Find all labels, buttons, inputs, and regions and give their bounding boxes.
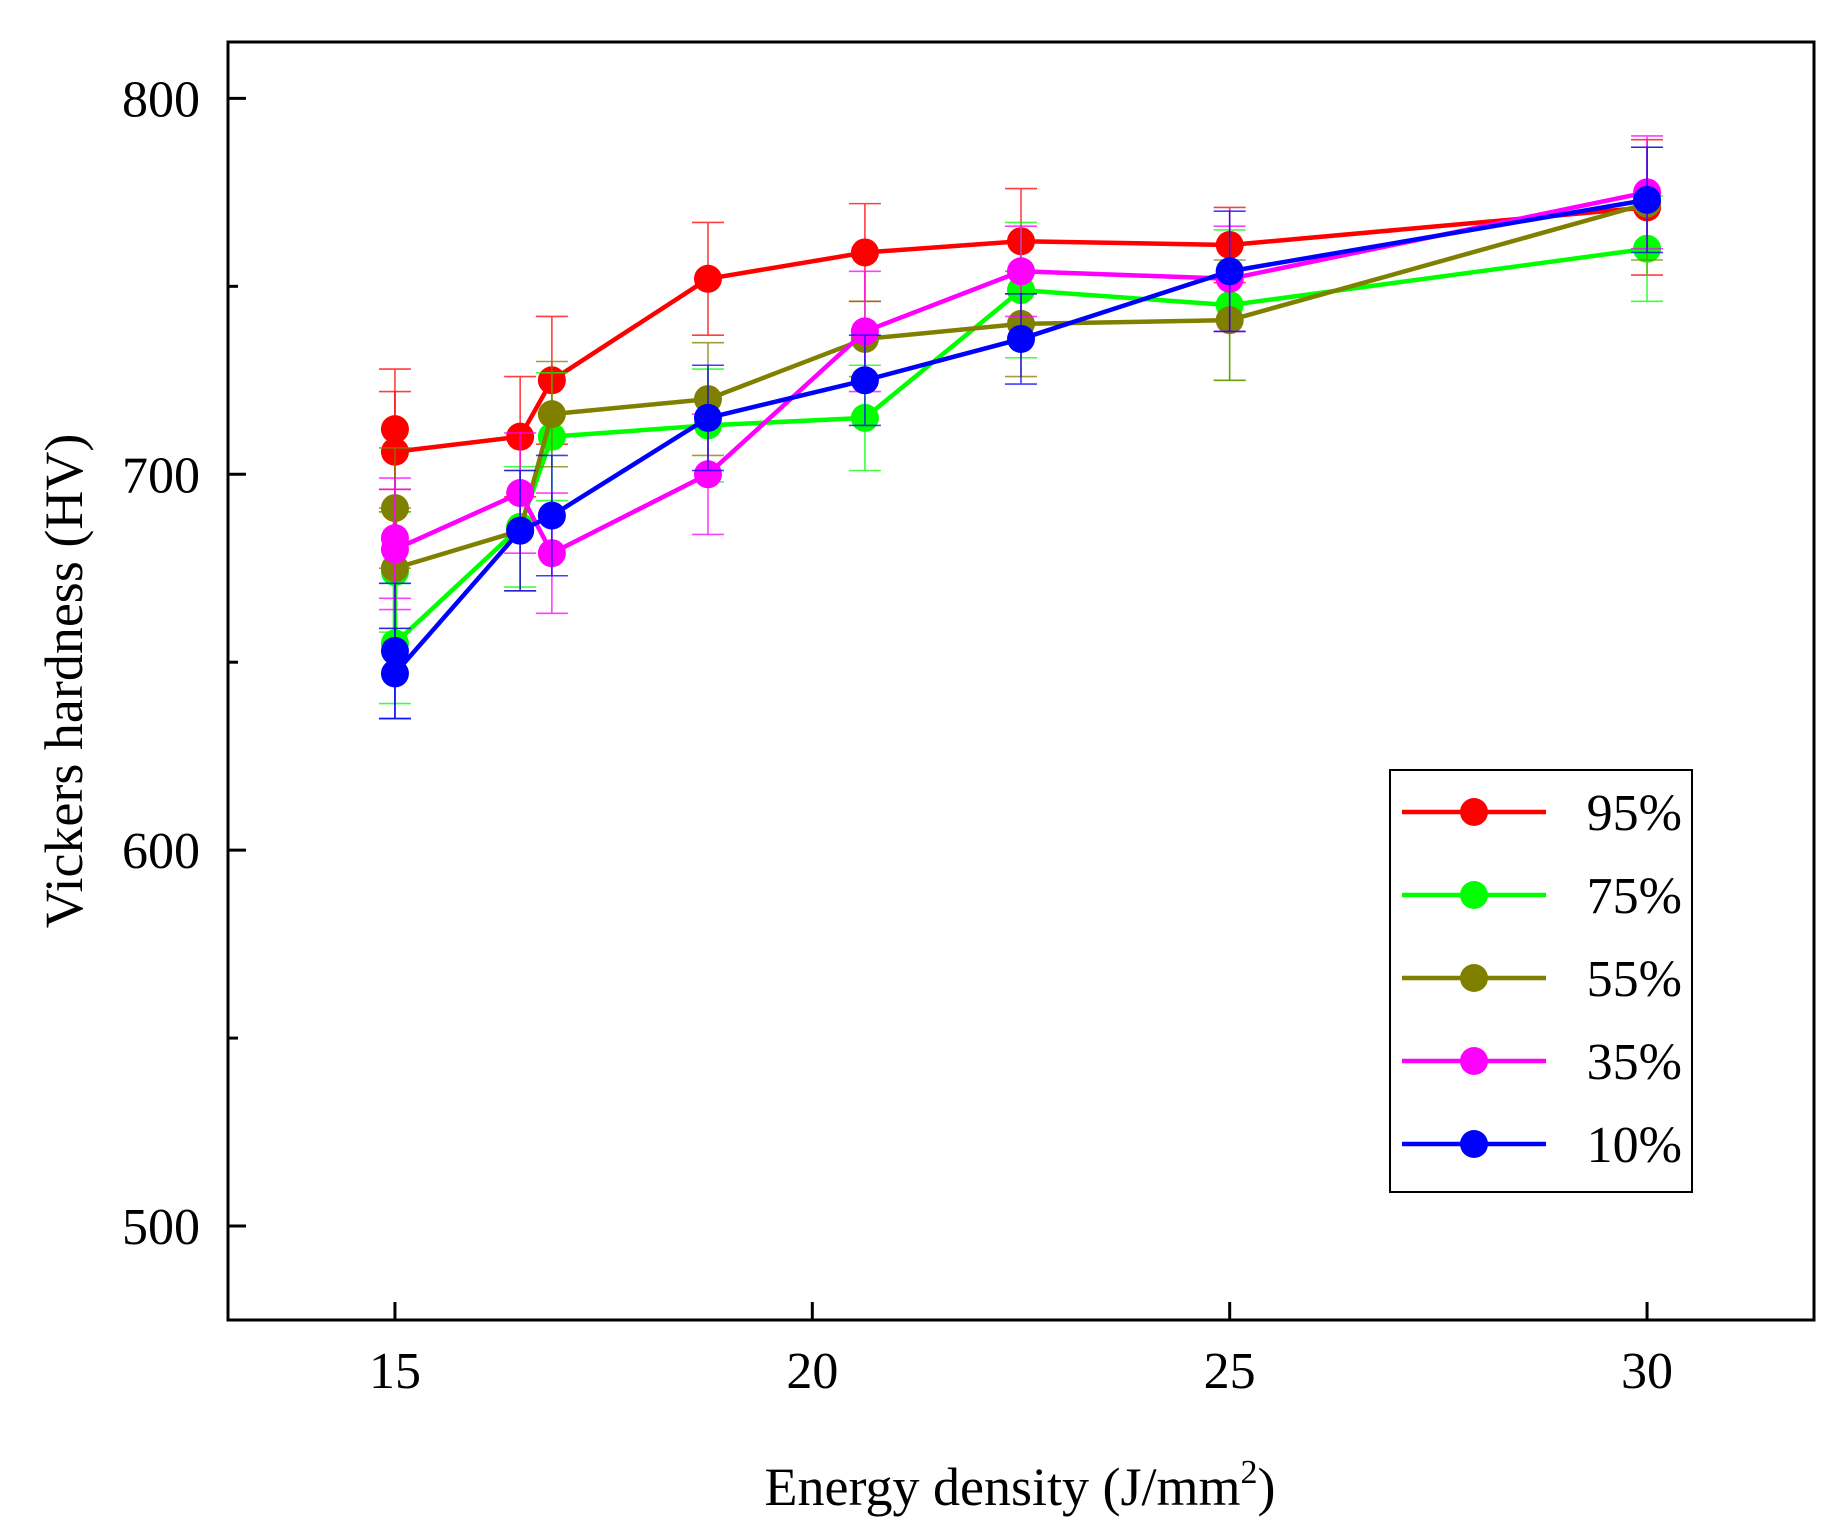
data-point bbox=[1633, 185, 1662, 214]
legend-entry: 55% bbox=[1402, 951, 1682, 1008]
x-axis-label-main: Energy density (J/mm bbox=[765, 1457, 1241, 1517]
legend-box bbox=[1389, 769, 1693, 1193]
legend-entry: 35% bbox=[1402, 1034, 1682, 1091]
data-point bbox=[380, 636, 409, 665]
data-point bbox=[693, 403, 722, 432]
legend-marker bbox=[1460, 1047, 1488, 1075]
data-point bbox=[1007, 257, 1035, 286]
data-point bbox=[850, 366, 879, 395]
legend-entry: 75% bbox=[1402, 868, 1682, 925]
x-tick-label: 20 bbox=[786, 1343, 838, 1400]
legend: 95% 75% 55% 35% 10% bbox=[1389, 769, 1693, 1193]
data-point bbox=[380, 415, 409, 444]
legend-label: 55% bbox=[1587, 951, 1682, 1008]
data-point bbox=[850, 317, 879, 346]
axis-ticks bbox=[228, 96, 1649, 1320]
x-tick-label: 30 bbox=[1621, 1343, 1673, 1400]
y-tick-label: 600 bbox=[122, 823, 200, 880]
series-10pct bbox=[378, 146, 1664, 720]
data-point bbox=[506, 516, 535, 545]
data-point bbox=[380, 535, 409, 564]
legend-label: 75% bbox=[1587, 868, 1682, 925]
x-axis-label: Energy density (J/mm2) bbox=[765, 1454, 1276, 1517]
x-tick-label: 25 bbox=[1204, 1343, 1256, 1400]
legend-marker bbox=[1460, 798, 1488, 826]
tick-labels: 15 20 25 30 500 600 700 800 bbox=[122, 71, 1673, 1400]
y-tick-label: 800 bbox=[122, 71, 200, 128]
x-axis-label-superscript: 2 bbox=[1240, 1454, 1257, 1491]
legend-label: 35% bbox=[1587, 1034, 1682, 1091]
data-point bbox=[850, 238, 879, 267]
data-point bbox=[537, 501, 566, 530]
legend-marker bbox=[1460, 1130, 1488, 1158]
data-point bbox=[1007, 324, 1035, 353]
data-point bbox=[537, 400, 566, 429]
x-tick-label: 15 bbox=[369, 1343, 421, 1400]
y-axis-label: Vickers hardness (HV) bbox=[34, 434, 94, 929]
x-axis-label-close: ) bbox=[1257, 1457, 1275, 1517]
data-point bbox=[693, 264, 722, 293]
legend-entry: 95% bbox=[1402, 785, 1682, 842]
data-point bbox=[380, 659, 409, 688]
legend-label: 95% bbox=[1587, 785, 1682, 842]
y-tick-label: 500 bbox=[122, 1199, 200, 1256]
legend-label: 10% bbox=[1587, 1117, 1682, 1174]
data-point bbox=[1215, 257, 1244, 286]
legend-marker bbox=[1460, 964, 1488, 992]
legend-entry: 10% bbox=[1402, 1117, 1682, 1174]
plot-area-frame bbox=[226, 40, 1816, 1322]
data-point bbox=[693, 460, 722, 489]
y-tick-label: 700 bbox=[122, 447, 200, 504]
legend-marker bbox=[1460, 881, 1488, 909]
series-layer bbox=[378, 135, 1664, 720]
